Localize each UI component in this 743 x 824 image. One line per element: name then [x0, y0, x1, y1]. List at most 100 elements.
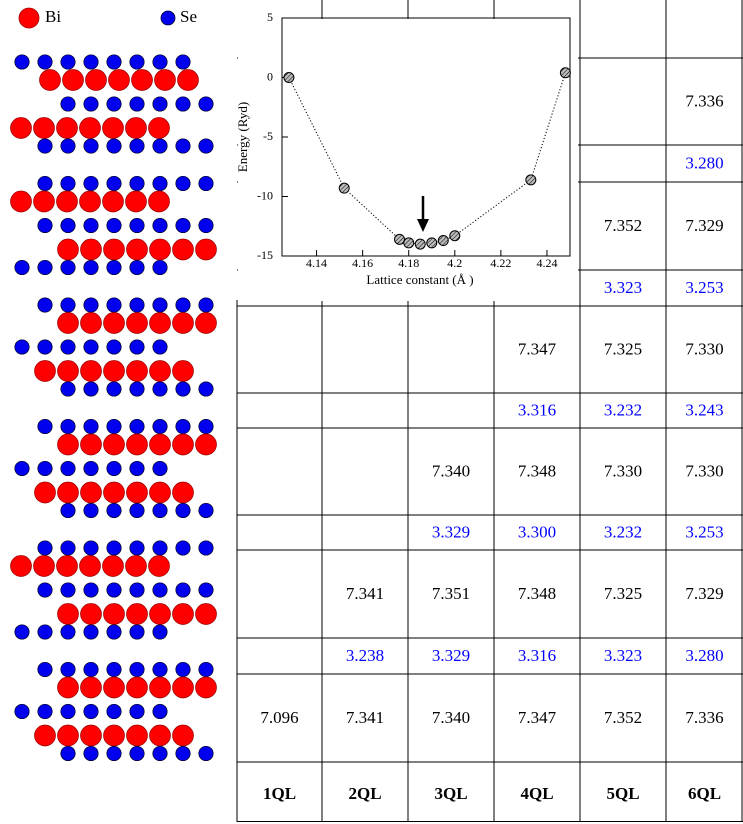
- se-atom: [61, 746, 75, 760]
- bi-atom: [81, 434, 102, 455]
- se-atom: [61, 340, 75, 354]
- bi-atom: [178, 70, 199, 91]
- bi-atom: [103, 556, 124, 577]
- column-header: 3QL: [434, 784, 467, 803]
- se-atom: [176, 541, 190, 555]
- interlayer-distance: 3.253: [685, 278, 723, 297]
- bi-atom: [150, 434, 171, 455]
- bi-atom: [81, 239, 102, 260]
- se-atom: [107, 139, 121, 153]
- se-atom: [107, 176, 121, 190]
- interlayer-distance: 3.323: [604, 278, 642, 297]
- se-atom: [130, 382, 144, 396]
- layer-thickness: 7.341: [346, 708, 384, 727]
- se-atom: [107, 382, 121, 396]
- bi-atom: [126, 556, 147, 577]
- interlayer-distance: 3.316: [518, 646, 556, 665]
- bi-atom: [150, 677, 171, 698]
- se-atom: [84, 583, 98, 597]
- column-header: 5QL: [606, 784, 639, 803]
- se-atom: [84, 55, 98, 69]
- se-atom: [84, 176, 98, 190]
- interlayer-distance: 3.329: [432, 522, 470, 541]
- se-atom: [38, 419, 52, 433]
- se-atom: [38, 298, 52, 312]
- se-atom: [15, 625, 29, 639]
- layer-thickness: 7.329: [685, 584, 723, 603]
- y-tick-label: 5: [267, 10, 273, 24]
- se-atom: [38, 662, 52, 676]
- column-header: 2QL: [348, 784, 381, 803]
- se-atom: [130, 625, 144, 639]
- se-atom: [130, 704, 144, 718]
- se-atom: [199, 662, 213, 676]
- se-atom: [84, 218, 98, 232]
- x-tick-label: 4.22: [490, 256, 511, 270]
- se-atom: [153, 662, 167, 676]
- layer-thickness: 7.096: [260, 708, 298, 727]
- se-atom: [84, 461, 98, 475]
- se-atom: [107, 541, 121, 555]
- layer-thickness: 7.325: [604, 584, 642, 603]
- x-tick-label: 4.24: [536, 256, 557, 270]
- bi-atom: [196, 677, 217, 698]
- layer-thickness: 7.351: [432, 584, 470, 603]
- bi-atom: [104, 361, 125, 382]
- y-axis-label: Energy (Ryd): [235, 102, 250, 172]
- se-atom: [15, 55, 29, 69]
- bi-atom: [58, 361, 79, 382]
- bi-atom: [173, 239, 194, 260]
- se-atom: [107, 298, 121, 312]
- se-atom: [176, 139, 190, 153]
- se-atom: [61, 139, 75, 153]
- bi-atom: [80, 118, 101, 139]
- bi-atom: [127, 677, 148, 698]
- bi-atom: [104, 239, 125, 260]
- bi-atom: [150, 239, 171, 260]
- se-atom: [199, 218, 213, 232]
- layer-thickness: 7.329: [685, 216, 723, 235]
- se-atom: [130, 139, 144, 153]
- layer-thickness: 7.348: [518, 461, 556, 480]
- se-atom: [107, 340, 121, 354]
- se-atom: [38, 139, 52, 153]
- interlayer-distance: 3.300: [518, 522, 556, 541]
- layer-thickness: 7.330: [604, 461, 642, 480]
- bi-atom: [173, 361, 194, 382]
- se-atom: [176, 55, 190, 69]
- se-atom: [153, 746, 167, 760]
- layer-thickness: 7.347: [518, 708, 557, 727]
- layer-thickness: 7.341: [346, 584, 384, 603]
- se-atom: [61, 382, 75, 396]
- layer-thickness: 7.336: [685, 91, 723, 110]
- bi-atom: [127, 361, 148, 382]
- bi-atom: [173, 725, 194, 746]
- bi-atom: [149, 191, 170, 212]
- layer-thickness: 7.348: [518, 584, 556, 603]
- bi-atom: [196, 313, 217, 334]
- bi-atom: [58, 434, 79, 455]
- se-atom: [153, 176, 167, 190]
- layer-thickness: 7.330: [685, 461, 723, 480]
- se-atom: [107, 260, 121, 274]
- se-atom: [84, 625, 98, 639]
- layer-thickness: 7.352: [604, 708, 642, 727]
- bi-atom: [150, 725, 171, 746]
- se-atom: [38, 625, 52, 639]
- bi-atom: [196, 239, 217, 260]
- se-atom: [84, 419, 98, 433]
- se-atom: [61, 55, 75, 69]
- se-atom: [199, 298, 213, 312]
- se-atom: [176, 419, 190, 433]
- se-atom: [176, 176, 190, 190]
- se-atom: [107, 662, 121, 676]
- se-atom: [130, 218, 144, 232]
- bi-atom: [11, 191, 32, 212]
- se-atom: [153, 503, 167, 517]
- se-atom: [130, 176, 144, 190]
- se-atom: [199, 176, 213, 190]
- data-point: [415, 239, 425, 249]
- data-point: [526, 175, 536, 185]
- bi-atom: [103, 118, 124, 139]
- se-atom: [130, 55, 144, 69]
